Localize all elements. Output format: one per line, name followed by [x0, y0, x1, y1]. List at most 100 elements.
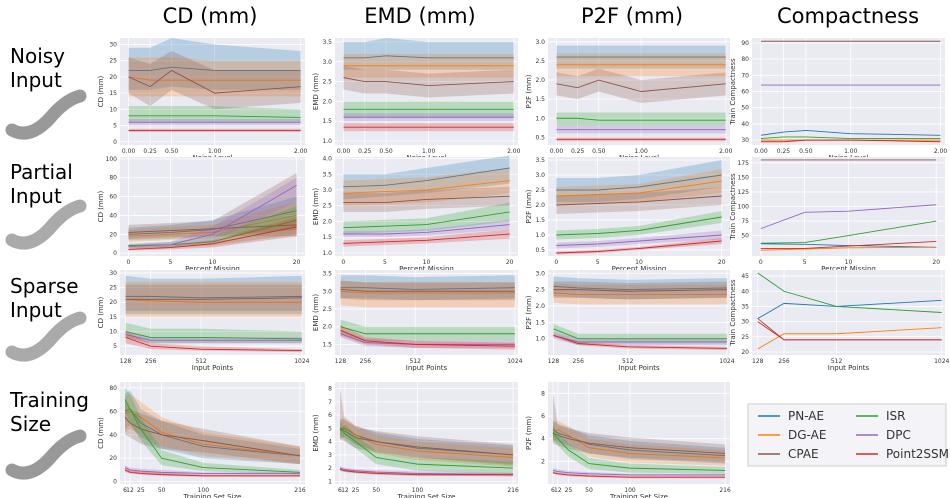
series-line — [760, 243, 937, 248]
chart-panel: 1.0 1.5 2.0 2.5 3.0 128 256 512 1024 Input Points… — [525, 270, 735, 372]
y-tick-label: 2 — [541, 458, 545, 465]
y-tick-label: 1.0 — [535, 232, 545, 239]
x-tick-label: 100 — [412, 487, 424, 494]
x-tick-label: 0.25 — [571, 148, 585, 155]
x-tick-label: 1024 — [294, 358, 309, 365]
y-tick-label: 6 — [541, 413, 545, 420]
legend-label: DPC — [886, 428, 911, 442]
x-tick-label: 256 — [572, 358, 584, 365]
plot-area — [120, 382, 305, 484]
error-band — [343, 38, 514, 70]
y-axis-label: CD (mm) — [97, 190, 105, 222]
x-tick-label: 20 — [293, 259, 301, 266]
y-tick-label: 60 — [741, 89, 749, 96]
y-tick-label: 0 — [113, 479, 117, 486]
x-tick-label: 10 — [423, 259, 431, 266]
y-tick-label: 80 — [741, 56, 749, 63]
series-line — [760, 246, 937, 251]
x-tick-label: 2.00 — [934, 148, 948, 155]
series-line — [128, 215, 297, 237]
y-tick-label: 40 — [109, 432, 117, 439]
error-band — [128, 196, 297, 240]
series-line — [339, 467, 514, 476]
row-label: Noisy Input — [10, 44, 66, 92]
y-tick-label: 30 — [109, 41, 117, 48]
x-tick-label: 12 — [126, 487, 134, 494]
x-axis-label: Training Set Size — [397, 493, 456, 498]
x-tick-label: 0 — [126, 259, 130, 266]
x-axis-label: Percent Missing — [821, 265, 876, 273]
series-line — [552, 429, 726, 459]
y-tick-label: 70 — [741, 72, 749, 79]
series-line — [343, 180, 510, 194]
chart-panel: 304050607080900.000.250.501.002.00Noise … — [729, 38, 947, 162]
series-line — [340, 329, 515, 347]
chart-panel: 1.5 2.0 2.5 3.0 3.5 128 256 512 1024 Input Points… — [312, 270, 523, 372]
y-tick-label: 5 — [328, 425, 332, 432]
series-line — [553, 285, 727, 291]
chart-panel: 1.01.52.02.53.03.50.000.250.501.002.00No… — [312, 38, 521, 162]
y-tick-label: 7 — [328, 399, 332, 406]
series-line — [760, 240, 937, 249]
series-line — [128, 76, 301, 81]
error-band — [340, 280, 515, 308]
x-axis-label: Percent Missing — [399, 265, 454, 273]
y-tick-label: 1.0 — [322, 138, 332, 145]
y-tick-label: 25 — [741, 334, 749, 341]
shape-icon — [5, 89, 87, 140]
y-tick-label: 125 — [738, 189, 750, 196]
error-band — [552, 426, 726, 474]
series-line — [556, 240, 722, 254]
y-tick-label: 40 — [741, 121, 749, 128]
y-tick-label: 20 — [109, 455, 117, 462]
series-line — [339, 427, 514, 456]
x-tick-label: 512 — [409, 358, 421, 365]
series-line — [556, 216, 722, 236]
y-tick-label: 1.5 — [322, 234, 332, 241]
series-line — [556, 117, 726, 121]
x-tick-label: 0.00 — [337, 148, 351, 155]
x-tick-label: 216 — [507, 487, 519, 494]
series-line — [757, 321, 942, 341]
y-axis-label: CD (mm) — [97, 296, 105, 328]
series-line — [340, 290, 515, 294]
series-line — [343, 195, 510, 204]
y-tick-label: 30 — [109, 270, 117, 277]
y-tick-label: 1.0 — [535, 336, 545, 343]
x-tick-label: 1.00 — [634, 148, 648, 155]
y-tick-label: 2.5 — [535, 58, 545, 65]
series-line — [339, 468, 514, 476]
series-line — [124, 469, 300, 477]
shape-thumbnails — [5, 89, 87, 480]
y-tick-label: 60 — [109, 408, 117, 415]
series-line — [552, 469, 726, 476]
x-tick-label: 2.00 — [719, 148, 733, 155]
x-tick-label: 0.25 — [358, 148, 372, 155]
series-line — [760, 139, 941, 143]
y-tick-label: 1.5 — [535, 96, 545, 103]
x-tick-label: 0.25 — [777, 148, 791, 155]
x-tick-label: 5 — [596, 259, 600, 266]
y-tick-label: 3.5 — [322, 271, 332, 278]
y-tick-label: 0 — [113, 139, 117, 146]
error-band — [556, 160, 722, 202]
x-tick-label: 128 — [548, 358, 560, 365]
error-band — [125, 284, 302, 312]
x-tick-label: 256 — [360, 358, 372, 365]
x-tick-label: 50 — [372, 487, 380, 494]
series-line — [556, 174, 722, 191]
series-line — [556, 180, 722, 197]
y-tick-label: 1.5 — [322, 341, 332, 348]
series-line — [757, 299, 942, 319]
error-band — [556, 68, 726, 103]
x-tick-label: 10 — [635, 259, 643, 266]
y-tick-label: 20 — [109, 231, 117, 238]
series-line — [124, 410, 301, 457]
series-line — [340, 287, 515, 290]
column-title: CD (mm) — [162, 4, 258, 28]
y-axis-label: P2F (mm) — [525, 189, 533, 223]
x-tick-label: 1.00 — [422, 148, 436, 155]
series-line — [552, 472, 726, 478]
series-line — [128, 184, 297, 248]
error-band — [343, 219, 510, 238]
